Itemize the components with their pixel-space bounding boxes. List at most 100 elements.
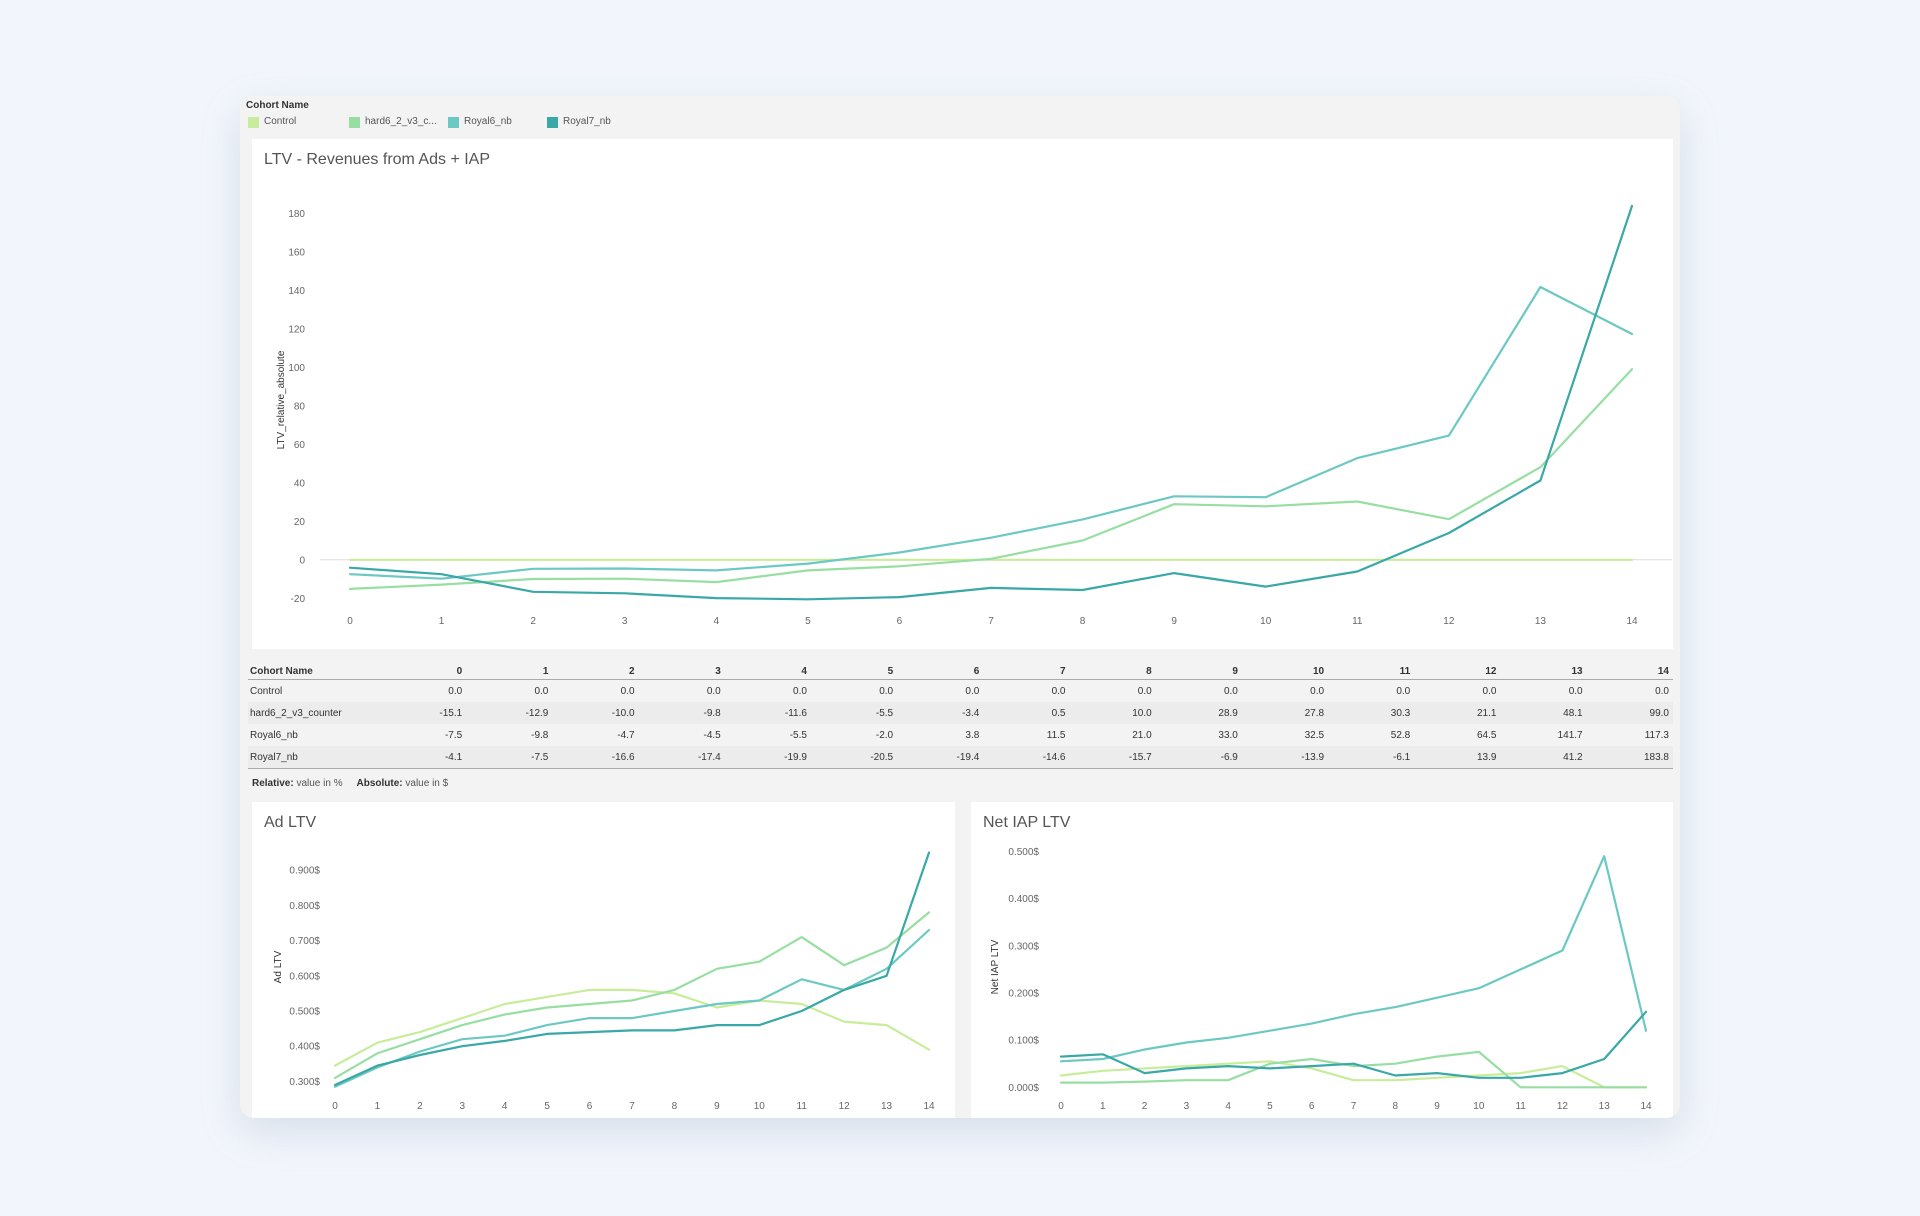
table-header-day: 8 xyxy=(1069,663,1156,680)
y-tick-label: 80 xyxy=(294,401,306,412)
table-cell-value: 0.5 xyxy=(983,702,1070,724)
table-cell-value: -4.7 xyxy=(617,729,635,741)
table-cell-value: 0.0 xyxy=(1396,685,1411,697)
x-tick-label: 4 xyxy=(714,616,720,627)
table-cell-value: 0.0 xyxy=(965,685,980,697)
x-tick-label: 6 xyxy=(897,616,903,627)
table-cell-value: -12.9 xyxy=(466,702,553,724)
table-cell-value: -17.4 xyxy=(638,746,725,769)
series-line-royal6-nb xyxy=(348,285,1634,580)
y-tick-label: -20 xyxy=(291,594,306,605)
y-tick-label: 0.300$ xyxy=(289,1077,320,1088)
table-cell-value: 183.8 xyxy=(1586,746,1673,769)
table-cell-cohort: Royal6_nb xyxy=(250,729,298,741)
table-header-day: 3 xyxy=(638,663,725,680)
legend-label: Royal7_nb xyxy=(563,116,611,127)
x-tick-label: 13 xyxy=(1535,616,1547,627)
x-tick-label: 14 xyxy=(1626,616,1638,627)
legend-label: hard6_2_v3_c... xyxy=(365,116,437,127)
table-cell-value: 0.0 xyxy=(879,685,894,697)
y-tick-label: 0.100$ xyxy=(1008,1036,1039,1047)
table-cell-value: 41.2 xyxy=(1500,746,1587,769)
table-header-day: 9 xyxy=(1155,663,1242,680)
series-line-hard6-2-v3-counter xyxy=(1059,1050,1648,1089)
y-tick-label: 0.400$ xyxy=(289,1042,320,1053)
y-tick-label: 0.400$ xyxy=(1008,894,1039,905)
y-tick-label: 100 xyxy=(288,363,305,374)
table-cell-cohort: Royal7_nb xyxy=(248,746,380,769)
table-cell-value: 0.0 xyxy=(534,685,549,697)
series-line-control xyxy=(333,988,931,1067)
x-tick-label: 14 xyxy=(1640,1101,1652,1112)
table-row[interactable]: Control 0.0 0.0 0.0 0.0 0.0 0.0 0.0 0.0 0.0 0.0 0.0… xyxy=(248,680,1673,703)
y-tick-label: 0.500$ xyxy=(1008,847,1039,858)
table-cell-value: 0.0 xyxy=(1310,685,1325,697)
table-cell-value: 0.0 xyxy=(620,685,635,697)
x-tick-label: 3 xyxy=(460,1101,466,1112)
relative-text: value in % xyxy=(293,778,343,789)
x-tick-label: 8 xyxy=(672,1101,678,1112)
absolute-label: Absolute: xyxy=(356,778,403,789)
series-line-control xyxy=(1059,1060,1648,1089)
table-header-day: 1 xyxy=(466,663,553,680)
units-note: Relative: value in % Absolute: value in … xyxy=(252,778,448,789)
x-tick-label: 7 xyxy=(988,616,994,627)
table-cell-value: 0.0 xyxy=(448,685,463,697)
x-tick-label: 3 xyxy=(1184,1101,1190,1112)
table-cell-value: 30.3 xyxy=(1328,702,1415,724)
x-tick-label: 4 xyxy=(502,1101,508,1112)
y-tick-label: 0.900$ xyxy=(289,866,320,877)
ltv-table: Cohort Name 0 1 2 3 4 5 6 7 8 9 10 11 12 13 14 Control 0… xyxy=(248,663,1673,769)
y-tick-label: 20 xyxy=(294,517,306,528)
table-header-day: 11 xyxy=(1328,663,1415,680)
x-tick-label: 5 xyxy=(544,1101,550,1112)
table-cell-value: 141.7 xyxy=(1557,729,1583,741)
x-tick-label: 5 xyxy=(805,616,811,627)
x-tick-label: 14 xyxy=(923,1101,935,1112)
x-tick-label: 9 xyxy=(1434,1101,1440,1112)
ltv-chart-panel: LTV - Revenues from Ads + IAP -20 0 20 40 60… xyxy=(252,139,1673,649)
table-cell-value: 0.0 xyxy=(1051,685,1066,697)
table-header-cohort: Cohort Name xyxy=(248,663,380,680)
table-cell-value: 64.5 xyxy=(1476,729,1497,741)
table-cell-value: 0.0 xyxy=(1482,685,1497,697)
table-cell-value: 11.5 xyxy=(1046,729,1066,741)
table-cell-value: -13.9 xyxy=(1241,746,1329,769)
y-tick-label: 40 xyxy=(294,478,306,489)
table-cell-value: 0.0 xyxy=(1223,685,1238,697)
y-tick-label: 0.800$ xyxy=(289,901,320,912)
table-cell-value: -2.0 xyxy=(875,729,894,741)
cohort-legend: Cohort Name Control hard6_2_v3_c... Roya… xyxy=(246,98,846,138)
x-tick-label: 2 xyxy=(417,1101,423,1112)
table-cell-cohort: Control xyxy=(250,685,283,697)
table-cell-value: -9.8 xyxy=(638,702,725,724)
x-tick-label: 0 xyxy=(347,616,353,627)
x-tick-label: 7 xyxy=(629,1101,635,1112)
table-cell-value: -15.7 xyxy=(1069,746,1156,769)
table-cell-value: -5.5 xyxy=(810,702,898,724)
legend-label: Control xyxy=(264,116,297,127)
y-tick-label: 0.200$ xyxy=(1008,988,1039,999)
table-row[interactable]: hard6_2_v3_counter -15.1 -12.9 -10.0 -9.8 -11… xyxy=(248,702,1673,724)
table-cell-value: -6.1 xyxy=(1328,746,1415,769)
y-tick-label: 140 xyxy=(288,286,305,297)
table-header-row: Cohort Name 0 1 2 3 4 5 6 7 8 9 10 11 12 13 14 xyxy=(248,663,1673,680)
x-tick-label: 11 xyxy=(1352,616,1363,627)
y-tick-label: 0 xyxy=(299,555,305,566)
legend-swatch-royal6 xyxy=(448,117,459,128)
net-iap-ltv-panel: Net IAP LTV 0.000$ 0.100$ 0.200$ 0.300$ 0.40… xyxy=(971,802,1673,1118)
table-cell-cohort: hard6_2_v3_counter xyxy=(248,702,380,724)
legend-label: Royal6_nb xyxy=(464,116,512,127)
absolute-text: value in $ xyxy=(402,778,449,789)
table-cell-value: 0.0 xyxy=(1137,685,1152,697)
table-header-day: 14 xyxy=(1586,663,1673,680)
x-tick-label: 1 xyxy=(439,616,445,627)
table-row[interactable]: Royal6_nb -7.5 -9.8 -4.7 -4.5 -5.5 -2.0 3.8 11.5… xyxy=(248,724,1673,746)
table-cell-value: -7.5 xyxy=(444,729,463,741)
table-cell-value: 99.0 xyxy=(1586,702,1673,724)
table-row[interactable]: Royal7_nb -4.1 -7.5 -16.6 -17.4 -19.9 -20.5 -19… xyxy=(248,746,1673,769)
table-cell-value: -20.5 xyxy=(810,746,898,769)
ad-ltv-title: Ad LTV xyxy=(264,814,317,831)
table-cell-value: -4.5 xyxy=(703,729,721,741)
